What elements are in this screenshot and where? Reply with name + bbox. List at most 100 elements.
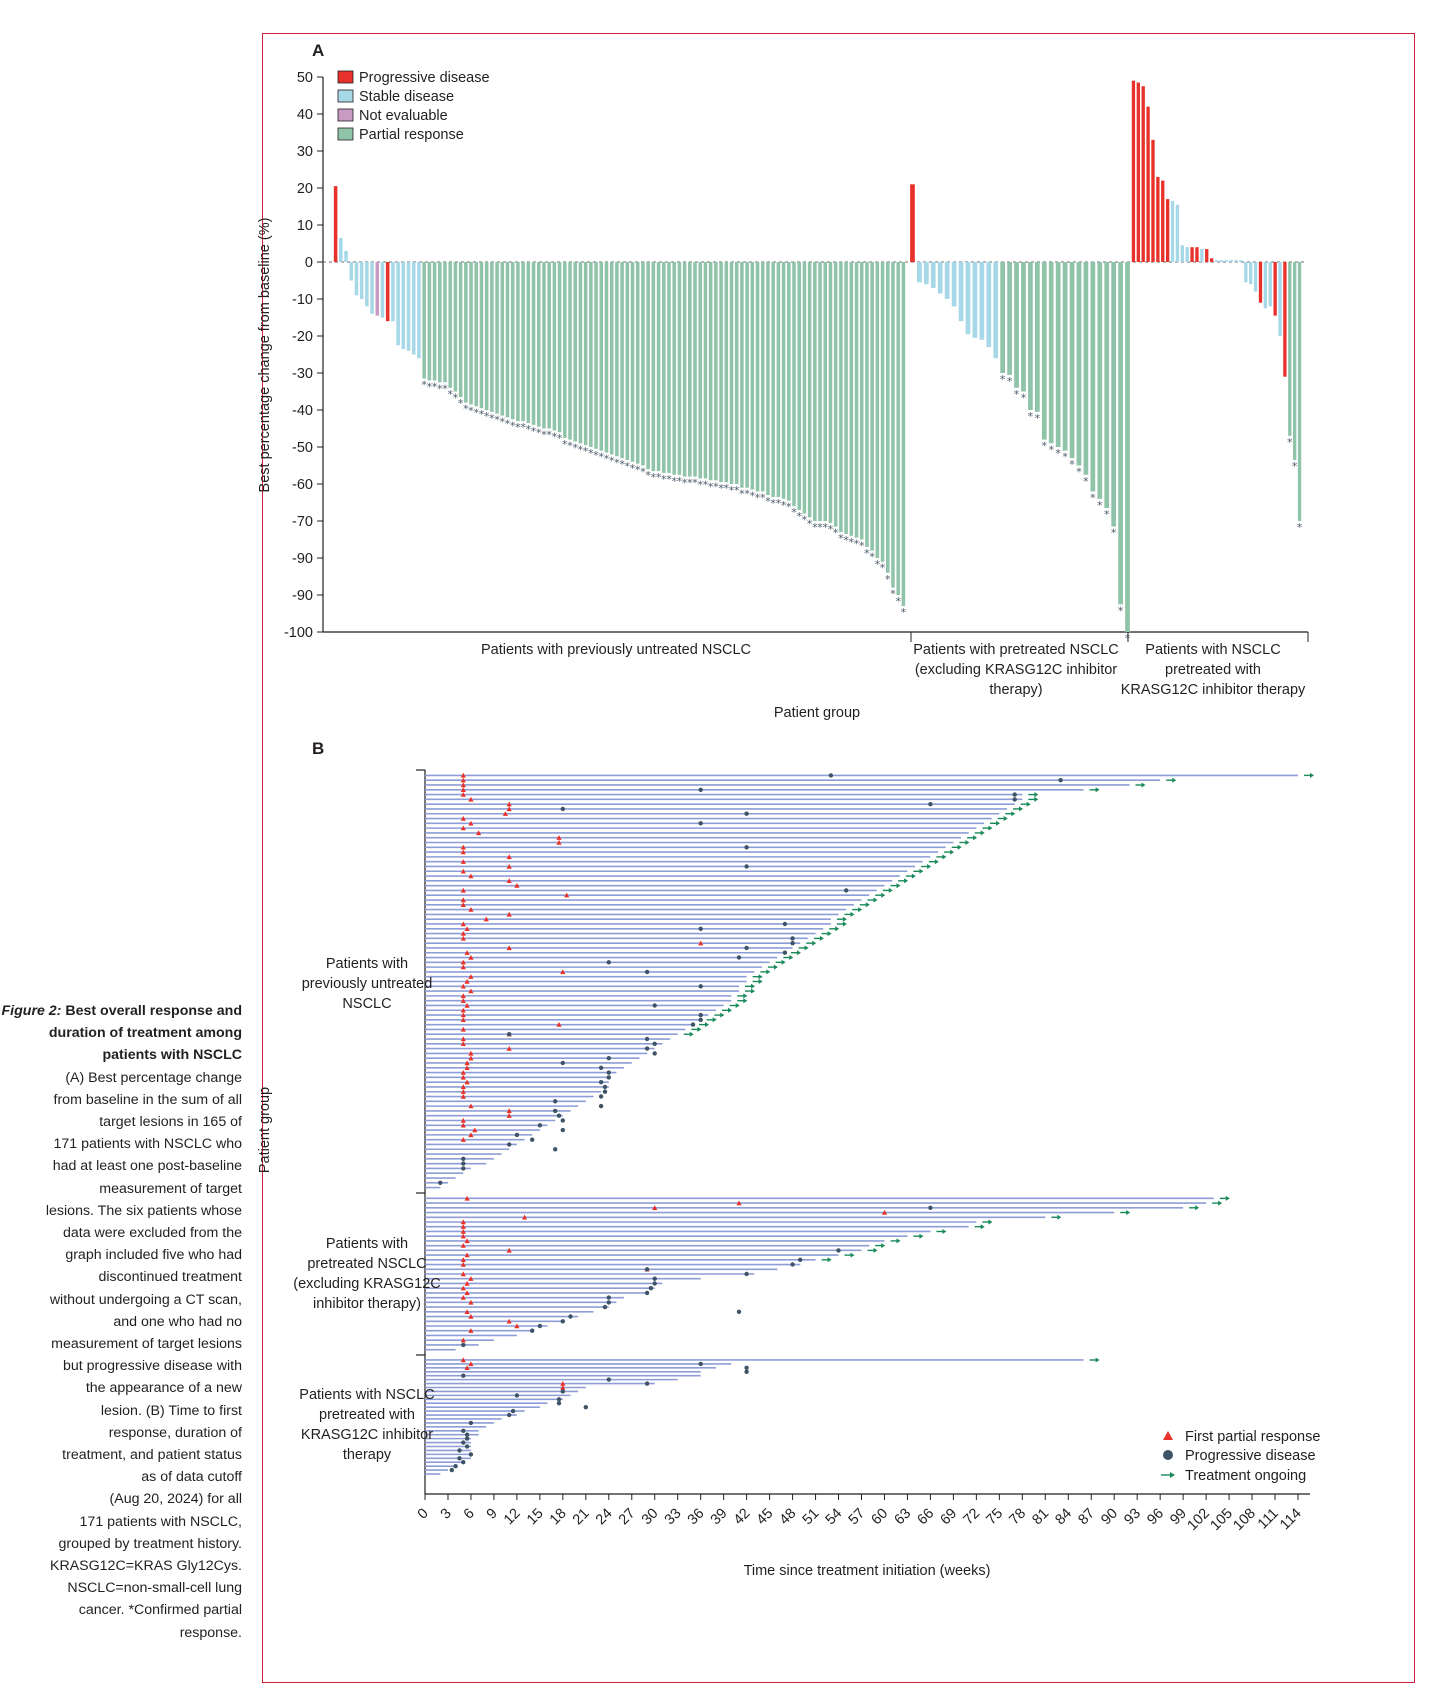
panel-b-first-response-marker [468,820,474,826]
panel-b-x-tick-label: 0 [415,1506,432,1523]
panel-a-confirmed-star: * [1035,412,1041,425]
panel-a-bar [1000,262,1006,373]
panel-b-legend-label: Progressive disease [1185,1448,1316,1464]
panel-b-first-response-marker [460,921,466,927]
panel-b-ongoing-arrow-head [796,950,801,956]
panel-b-ongoing-arrow-head [881,1243,886,1249]
panel-a-confirmed-star: * [635,464,641,477]
panel-b-group-label: inhibitor therapy) [313,1296,421,1312]
panel-b-first-response-marker [468,1313,474,1319]
panel-a-confirmed-star: * [630,462,636,475]
panel-b-first-response-marker [460,777,466,783]
panel-a-bar [910,184,915,262]
panel-a-confirmed-star: * [885,573,891,586]
panel-a-bar [1293,262,1297,460]
panel-a-confirmed-star: * [718,482,724,495]
panel-a-bar [573,262,577,442]
panel-a-bar [568,262,572,440]
panel-b-progressive-marker [606,960,611,965]
panel-b-first-response-marker [506,911,512,917]
caption-line: measurement of target [99,1180,242,1197]
panel-a-confirmed-star: * [849,536,855,549]
panel-b-first-response-marker [468,873,474,879]
panel-a-bar [760,262,765,492]
panel-b-group-label: NSCLC [342,996,391,1012]
panel-b-x-tick-label: 66 [915,1506,938,1529]
panel-b-first-response-marker [506,801,512,807]
panel-b-ongoing-arrow-head [988,1219,993,1225]
panel-a-bar [1034,262,1040,412]
panel-b-progressive-marker [537,1323,543,1329]
panel-b-x-tick-label: 78 [1006,1506,1029,1529]
panel-a-confirmed-star: * [567,440,573,453]
panel-b-ongoing-arrow-head [804,945,809,951]
figure-frame [262,33,1415,1683]
panel-b-first-response-marker [698,940,704,946]
caption-line: grouped by treatment history. [58,1535,242,1552]
panel-b-progressive-marker [556,1401,562,1406]
panel-a-bar [500,262,505,416]
panel-b-progressive-marker [1012,797,1017,802]
panel-a-bar [870,262,874,551]
panel-a-legend-swatch [337,70,354,84]
panel-a-bar [453,262,458,392]
panel-a-bar [443,262,447,383]
panel-b-x-tick-label: 24 [593,1506,616,1529]
panel-a-confirmed-star: * [713,480,719,493]
panel-b-progressive-marker [744,864,749,869]
panel-b-progressive-marker [598,1080,604,1085]
panel-b-first-response-marker [464,1290,470,1296]
panel-a-confirmed-star: * [447,388,453,401]
panel-b-first-response-marker [522,1214,528,1220]
panel-b-first-response-marker [464,1365,470,1370]
panel-a-bar [396,262,400,346]
panel-b-x-tick-label: 63 [892,1506,915,1529]
panel-b-first-response-marker [468,796,474,802]
panel-b-progressive-marker [736,955,742,960]
panel-a-bar [813,262,817,521]
caption-line: as of data cutoff [141,1469,242,1486]
panel-b-progressive-marker [560,806,565,812]
panel-b-ongoing-arrow-head [827,931,832,937]
panel-a-bar [563,262,567,438]
panel-b-ongoing-arrow-head [1126,1210,1131,1215]
panel-b-progressive-marker [461,1166,466,1171]
panel-b-progressive-marker [598,1103,604,1109]
panel-b-first-response-marker [468,1050,474,1056]
panel-b-first-response-marker [468,1103,474,1109]
panel-b-progressive-marker [782,950,788,955]
panel-a-bar [1041,262,1047,440]
panel-a-confirmed-star: * [583,445,589,458]
panel-b-progressive-marker [790,1262,795,1267]
panel-a-bar [438,262,442,383]
panel-b-ongoing-arrow-head [1218,1200,1223,1206]
panel-a-bar [1048,262,1054,444]
panel-b-ongoing-arrow-head [735,1003,740,1008]
panel-b-progressive-marker [644,1046,650,1051]
panel-b-first-response-marker [460,1137,466,1142]
panel-a-y-tick-label: -60 [292,477,313,493]
panel-a-confirmed-star: * [546,429,552,442]
panel-a-y-axis-title: Best percentage change from baseline (%) [257,218,273,493]
panel-b-first-response-marker [460,772,466,778]
panel-b-first-response-marker [468,1132,474,1138]
panel-b-first-response-marker [736,1200,742,1206]
panel-b-progressive-marker [744,1365,749,1371]
panel-a-bar [1288,262,1292,436]
panel-b-ongoing-arrow-head [1095,1357,1100,1363]
panel-a-bar [662,262,666,473]
panel-a-confirmed-star: * [1287,436,1293,449]
panel-b-ongoing-arrow-head [697,1026,702,1032]
panel-a-bar [1097,262,1103,499]
caption-title-text: Best overall response and duration of tr… [48,1003,242,1064]
panel-b-ongoing-arrow-head [896,883,901,889]
panel-a-confirmed-star: * [557,432,563,445]
panel-a-confirmed-star: * [562,438,568,451]
panel-b-progressive-marker [736,1309,742,1315]
panel-a-bar [474,262,479,407]
panel-b-ongoing-arrow-head [896,1238,901,1244]
panel-b-x-tick-label: 57 [846,1506,869,1529]
panel-b-group-label: Patients with NSCLC [299,1387,434,1403]
panel-b-progressive-marker [606,1300,611,1305]
panel-b-ongoing-arrow-head [758,974,763,980]
